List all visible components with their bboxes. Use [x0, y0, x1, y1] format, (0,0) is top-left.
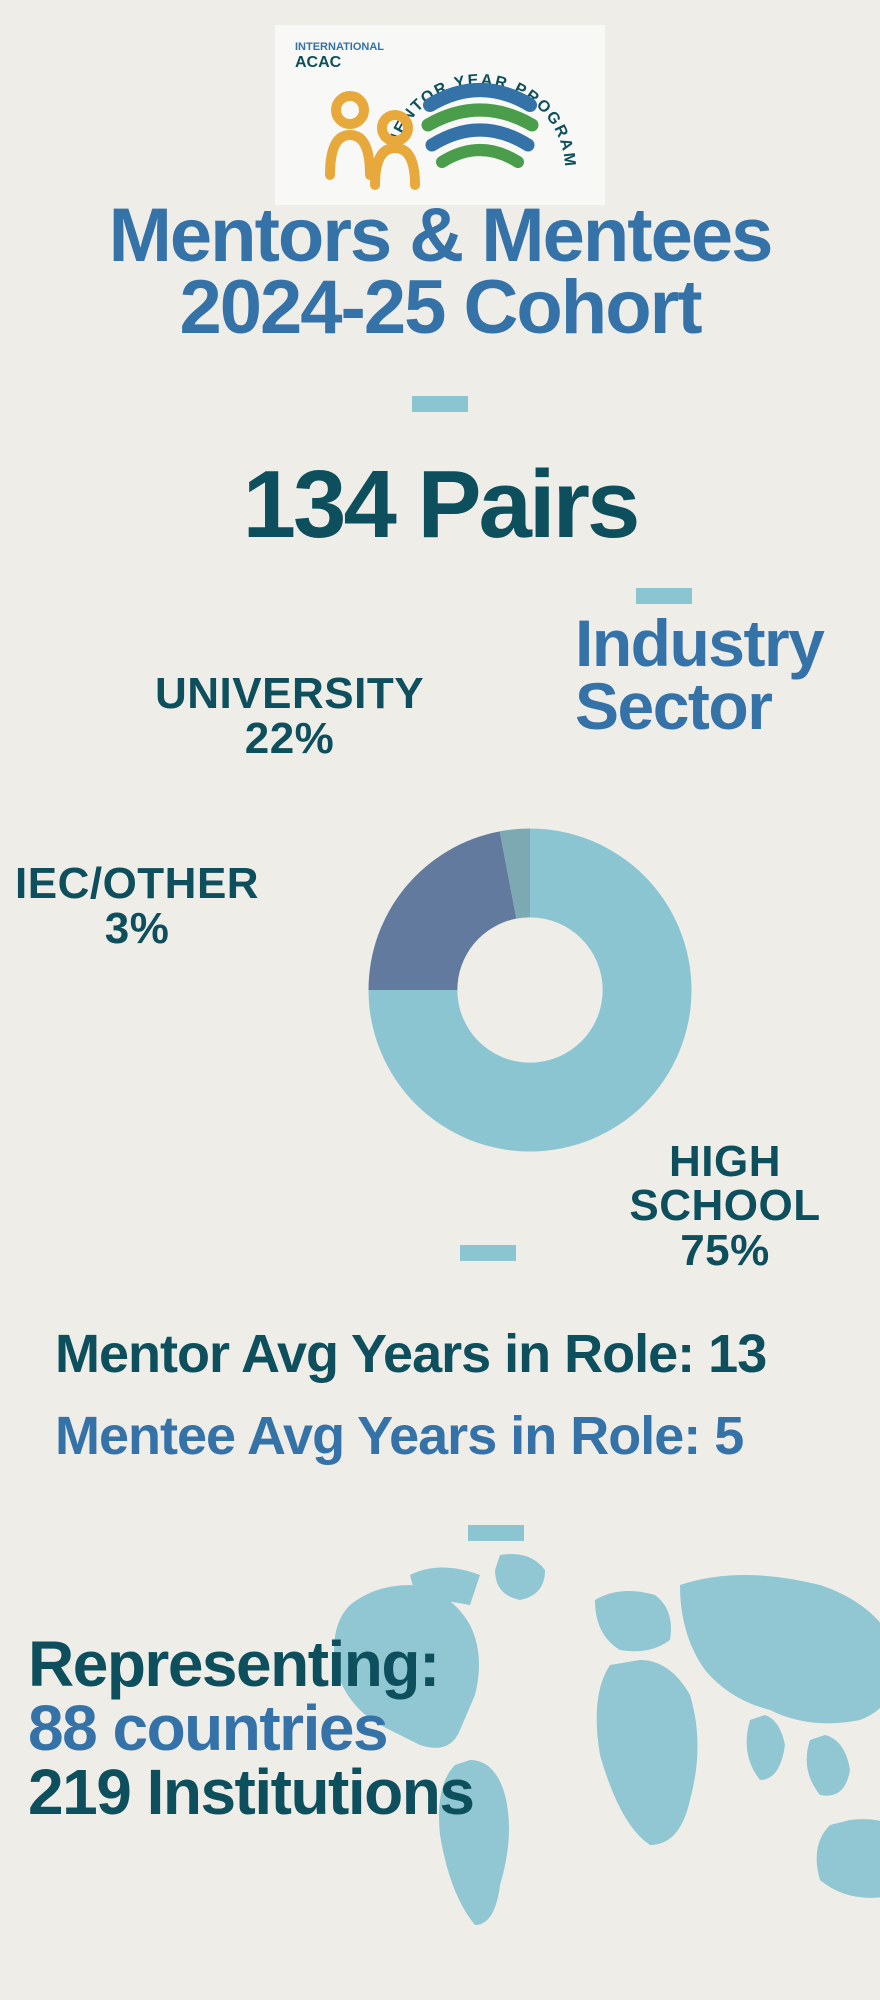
page-title: Mentors & Mentees 2024-25 Cohort — [0, 200, 880, 344]
sector-title-line-1: Industry — [575, 612, 823, 675]
people-icon — [330, 96, 415, 185]
donut-segment-university — [369, 831, 517, 990]
sector-title: Industry Sector — [575, 612, 823, 737]
institutions-stat: 219 Institutions — [28, 1760, 473, 1824]
mentor-years-stat: Mentor Avg Years in Role: 13 — [55, 1323, 766, 1385]
divider-2 — [460, 1245, 516, 1261]
segment-label-iec-other: IEC/OTHER3% — [15, 862, 259, 952]
countries-stat: 88 countries — [28, 1696, 473, 1760]
title-line-2: 2024-25 Cohort — [0, 272, 880, 344]
logo-svg: INTERNATIONAL ACAC MENTOR YEAR PROGRAM — [275, 25, 605, 205]
representing-block: Representing: 88 countries 219 Instituti… — [28, 1632, 473, 1824]
title-line-1: Mentors & Mentees — [0, 200, 880, 272]
logo-acac: ACAC — [295, 54, 342, 71]
segment-label-high-school: HIGH SCHOOL75% — [570, 1140, 880, 1274]
program-logo: INTERNATIONAL ACAC MENTOR YEAR PROGRAM — [275, 25, 605, 205]
logo-top-text: INTERNATIONAL — [295, 41, 384, 53]
representing-label: Representing: — [28, 1632, 473, 1696]
donut-svg — [360, 820, 700, 1160]
divider-sector — [636, 588, 692, 604]
segment-label-university: UNIVERSITY22% — [155, 672, 424, 762]
pairs-stat: 134 Pairs — [0, 450, 880, 560]
divider-3 — [468, 1525, 524, 1541]
sector-title-line-2: Sector — [575, 675, 823, 738]
mentee-years-stat: Mentee Avg Years in Role: 5 — [55, 1405, 743, 1467]
divider-1 — [412, 396, 468, 412]
sector-donut-chart — [360, 820, 700, 1160]
